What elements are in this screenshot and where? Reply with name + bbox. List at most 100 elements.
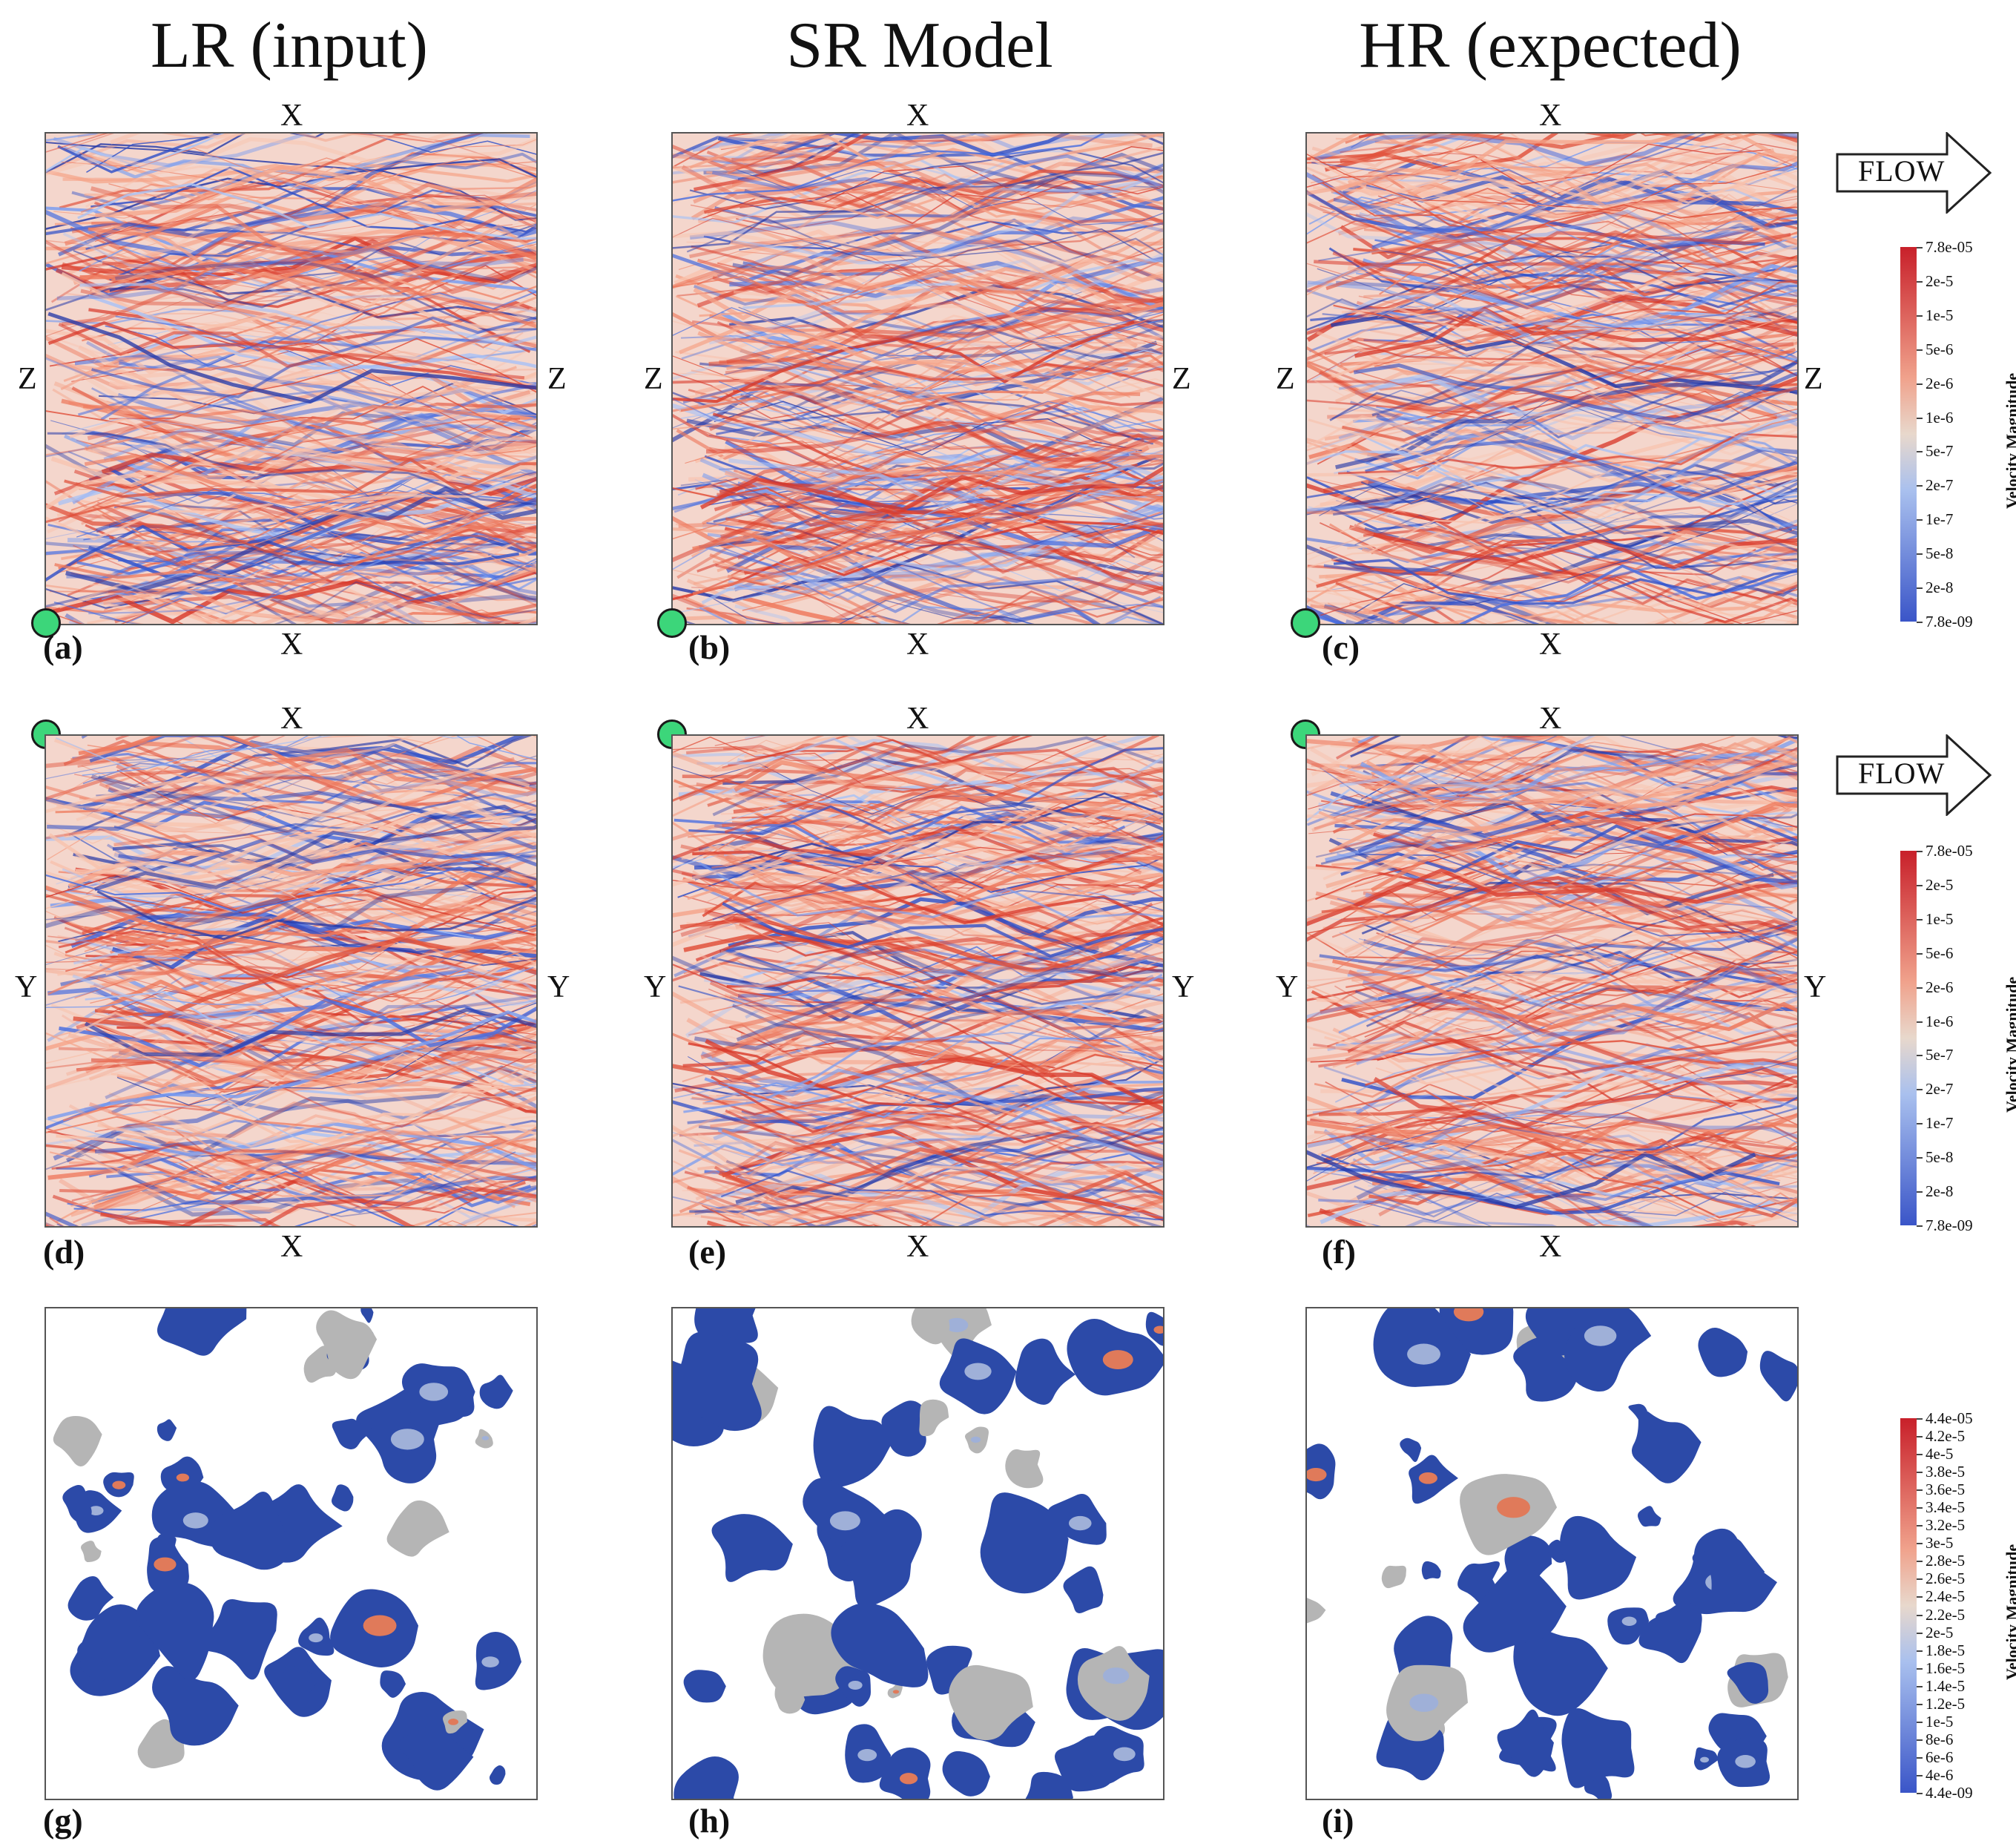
colorbar-tick-label: 1e-7 [1916, 1114, 1954, 1133]
colorbar-tick-label: 5e-6 [1916, 943, 1954, 962]
colorbar-tick-label: 2e-6 [1916, 374, 1954, 392]
colorbar-tick-label: 5e-8 [1916, 1148, 1954, 1167]
colorbar-gradient [1900, 1418, 1917, 1793]
colorbar-tick-label: 4e-5 [1916, 1445, 1954, 1463]
colorbar-tick-label: 2e-5 [1916, 271, 1954, 290]
axis-label-bottom: X [1539, 628, 1562, 662]
colorbar-tick-label: 3e-5 [1916, 1534, 1954, 1552]
colorbar-title: Velocity Magnitude [2003, 976, 2016, 1113]
axis-label-top: X [280, 702, 303, 736]
panel-label-e: (e) [688, 1233, 727, 1271]
axis-label-bottom: X [906, 1230, 929, 1264]
colorbar-tick-label: 1e-6 [1916, 1012, 1954, 1030]
colorbar-tick-label: 5e-8 [1916, 544, 1954, 563]
colorbar-tick-label: 7.8e-05 [1917, 238, 1973, 256]
panel-label-a: (a) [43, 628, 83, 666]
axis-label-left: Y [644, 970, 667, 1004]
colorbar-tick-label: 1e-5 [1916, 909, 1954, 928]
origin-marker [31, 608, 61, 638]
colorbar-tick-label: 2e-8 [1916, 1182, 1954, 1201]
colorbar-tick-label: 2.2e-5 [1916, 1605, 1966, 1624]
colorbar-tick-label: 1.2e-5 [1916, 1694, 1966, 1713]
colorbar-tick-label: 7.8e-05 [1917, 842, 1973, 860]
axis-label-left: Z [1276, 362, 1295, 396]
flow-direction-arrow: FLOW [1836, 733, 1992, 817]
colorbar-tick-label: 1e-7 [1916, 510, 1954, 529]
colorbar-tick-label: 2.8e-5 [1916, 1552, 1966, 1570]
colorbar-gradient [1900, 247, 1917, 622]
axis-label-left: Y [15, 970, 38, 1004]
colorbar-tick-label: 7.8e-09 [1917, 613, 1973, 630]
colorbar-tick-label: 4.4e-05 [1917, 1409, 1973, 1427]
column-title-hr: HR (expected) [1359, 10, 1742, 82]
streamline-panel-e [671, 734, 1165, 1228]
streamline-panel-a [45, 132, 538, 625]
colorbar-tick-label: 5e-7 [1916, 1046, 1954, 1064]
axis-label-right: Y [1804, 970, 1827, 1004]
column-title-lr: LR (input) [151, 10, 428, 82]
contour-panel-h [671, 1307, 1165, 1800]
colorbar-tick-label: 1e-5 [1916, 306, 1954, 324]
panel-label-d: (d) [43, 1233, 85, 1271]
colorbar-tick-label: 4.2e-5 [1916, 1427, 1966, 1446]
colorbar-tick-label: 2e-6 [1916, 978, 1954, 996]
origin-marker [1291, 608, 1320, 638]
streamline-panel-c [1305, 132, 1799, 625]
colorbar-tick-label: 2e-5 [1916, 1623, 1954, 1641]
contour-panel-g [45, 1307, 538, 1800]
axis-label-bottom: X [1539, 1230, 1562, 1264]
colorbar-tick-label: 2e-8 [1916, 579, 1954, 597]
streamline-panel-d [45, 734, 538, 1228]
axis-label-bottom: X [280, 628, 303, 662]
colorbar-tick-label: 2e-5 [1916, 875, 1954, 894]
axis-label-right: Z [1804, 362, 1823, 396]
colorbar-tick-label: 2.6e-5 [1916, 1570, 1966, 1588]
colorbar-title: Velocity Magnitude [2003, 372, 2016, 509]
colorbar-tick-label: 6e-6 [1916, 1748, 1954, 1766]
flow-direction-arrow: FLOW [1836, 131, 1992, 215]
colorbar-title: Velocity Magnitude [2003, 1544, 2016, 1680]
colorbar-tick-label: 1.8e-5 [1916, 1641, 1966, 1659]
panel-label-i: (i) [1322, 1802, 1354, 1840]
colorbar-tick-label: 1e-6 [1916, 408, 1954, 427]
flow-label: FLOW [1858, 154, 1946, 188]
colorbar-tick-label: 2e-7 [1916, 1080, 1954, 1099]
axis-label-top: X [906, 702, 929, 736]
panel-label-b: (b) [688, 628, 731, 666]
axis-label-right: Z [547, 362, 567, 396]
axis-label-left: Z [644, 362, 663, 396]
origin-marker [657, 608, 687, 638]
streamline-panel-b [671, 132, 1165, 625]
axis-label-bottom: X [906, 628, 929, 662]
panel-label-f: (f) [1322, 1233, 1356, 1271]
flow-label: FLOW [1858, 757, 1946, 790]
colorbar-tick-label: 1e-5 [1916, 1712, 1954, 1730]
colorbar-tick-label: 5e-6 [1916, 340, 1954, 358]
axis-label-top: X [906, 99, 929, 133]
contour-panel-i [1305, 1307, 1799, 1800]
axis-label-right: Y [1172, 970, 1195, 1004]
axis-label-bottom: X [280, 1230, 303, 1264]
panel-label-c: (c) [1322, 628, 1360, 666]
axis-label-right: Z [1172, 362, 1191, 396]
axis-label-left: Y [1276, 970, 1299, 1004]
axis-label-top: X [1539, 99, 1562, 133]
axis-label-right: Y [547, 970, 570, 1004]
streamline-panel-f [1305, 734, 1799, 1228]
colorbar-tick-label: 7.8e-09 [1917, 1216, 1973, 1234]
colorbar-tick-label: 1.4e-5 [1916, 1676, 1966, 1695]
colorbar-tick-label: 2e-7 [1916, 476, 1954, 495]
panel-label-g: (g) [43, 1802, 83, 1840]
panel-label-h: (h) [688, 1802, 731, 1840]
colorbar-tick-label: 3.4e-5 [1916, 1498, 1966, 1517]
colorbar-tick-label: 3.8e-5 [1916, 1463, 1966, 1481]
colorbar-gradient [1900, 851, 1917, 1225]
axis-label-top: X [1539, 702, 1562, 736]
colorbar-tick-label: 5e-7 [1916, 442, 1954, 461]
column-title-sr: SR Model [786, 10, 1053, 82]
colorbar-tick-label: 4.4e-09 [1917, 1784, 1973, 1802]
colorbar-tick-label: 3.2e-5 [1916, 1516, 1966, 1535]
colorbar-tick-label: 4e-6 [1916, 1765, 1954, 1784]
colorbar-tick-label: 1.6e-5 [1916, 1659, 1966, 1677]
colorbar-tick-label: 8e-6 [1916, 1730, 1954, 1748]
